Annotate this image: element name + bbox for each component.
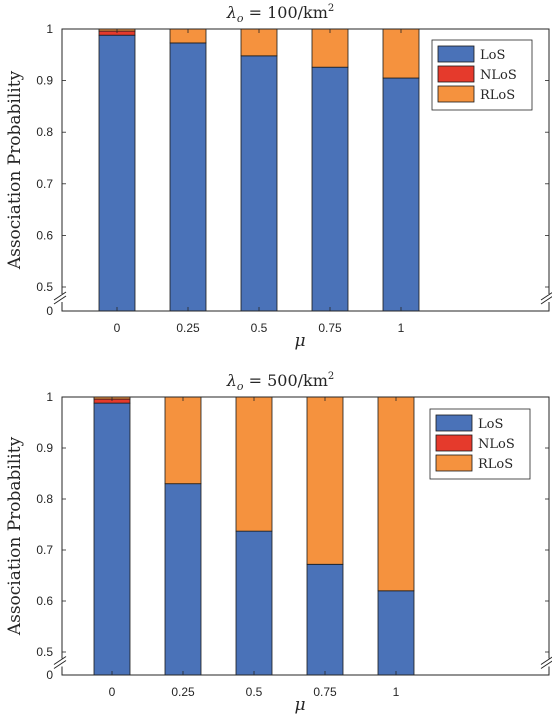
title-subscript: o xyxy=(237,380,244,393)
y-tick-label: 0.5 xyxy=(36,645,53,659)
legend-label-nlos: NLoS xyxy=(480,68,517,83)
x-tick-label: 0.5 xyxy=(246,685,263,699)
x-tick-label: 0.25 xyxy=(176,321,200,335)
y-tick-label: 0.9 xyxy=(36,74,53,88)
y-tick-label: 0.8 xyxy=(36,492,53,506)
bar-los-4 xyxy=(377,590,415,676)
x-tick-label: 0 xyxy=(109,685,116,699)
x-axis-label: μ xyxy=(294,331,305,351)
x-tick-label: 0.25 xyxy=(171,685,195,699)
title-superscript: 2 xyxy=(328,3,334,14)
bar-los-2 xyxy=(235,530,273,676)
chart-title: λo = 100/km2 xyxy=(226,3,335,25)
bar-los-3 xyxy=(311,66,349,312)
y-tick-label: 0.6 xyxy=(36,228,53,242)
y-tick-label: 0.8 xyxy=(36,125,53,139)
axis-break-mark xyxy=(540,656,552,665)
legend-swatch-nlos xyxy=(437,65,475,83)
bar-los-1 xyxy=(169,42,207,312)
x-axis-label: μ xyxy=(294,695,305,714)
y-axis-label: Association Probability xyxy=(5,70,25,270)
axis-break-gap xyxy=(542,294,552,302)
title-lambda: λ xyxy=(226,371,237,390)
legend: LoS NLoS RLoS xyxy=(429,408,531,480)
legend: LoS NLoS RLoS xyxy=(431,39,533,111)
y-axis-label: Association Probability xyxy=(5,436,25,636)
legend-swatch-rlos xyxy=(437,85,475,103)
axis-break-mark xyxy=(540,296,552,305)
plot-frame xyxy=(61,396,550,676)
x-tick-label: 1 xyxy=(398,321,405,335)
bar-rlos-1 xyxy=(164,396,202,485)
bar-los-0 xyxy=(93,402,131,676)
y-tick-label: 0.7 xyxy=(36,543,53,557)
x-tick-label: 1 xyxy=(393,685,400,699)
bar-rlos-3 xyxy=(311,28,349,68)
axis-break-mark xyxy=(53,656,67,665)
legend-label-nlos: NLoS xyxy=(478,437,515,452)
x-tick-label: 0.75 xyxy=(313,685,337,699)
legend-label-rlos: RLoS xyxy=(478,457,513,472)
chart-2: 0 0.25 0.5 0.75 1 0 0.5 0.6 0.7 0.8 0.9 1 λo = 500/k… xyxy=(5,371,552,714)
plot-frame xyxy=(61,28,550,312)
y-tick-label: 1 xyxy=(46,390,53,404)
y-tick-label: 1 xyxy=(46,22,53,36)
axis-break-mark xyxy=(53,660,67,669)
axis-break-gap xyxy=(542,658,552,667)
legend-label-rlos: RLoS xyxy=(480,88,515,103)
legend-swatch-los xyxy=(435,414,473,432)
y-tick-label: 0.7 xyxy=(36,177,53,191)
bar-rlos-4 xyxy=(377,396,415,592)
axis-break-mark xyxy=(53,291,67,301)
title-rest: = 500/km xyxy=(244,371,328,390)
chart-1: 0 0.25 0.5 0.75 1 0 0.5 0.6 0.7 0.8 0.9 1 λo = 100/k… xyxy=(5,3,552,351)
bar-los-1 xyxy=(164,483,202,676)
x-tick-label: 0 xyxy=(114,321,121,335)
legend-swatch-nlos xyxy=(435,434,473,452)
bar-rlos-3 xyxy=(306,396,344,565)
axis-break-mark xyxy=(540,292,552,301)
legend-label-los: LoS xyxy=(478,417,503,432)
axis-break-gap xyxy=(55,294,69,302)
y-tick-label: 0.6 xyxy=(36,594,53,608)
legend-label-los: LoS xyxy=(480,48,505,63)
bar-los-2 xyxy=(240,55,278,312)
bar-los-0 xyxy=(98,34,136,312)
legend-swatch-rlos xyxy=(435,454,473,472)
title-rest: = 100/km xyxy=(244,3,328,22)
bar-los-4 xyxy=(382,77,420,312)
bar-rlos-2 xyxy=(240,28,278,57)
bar-rlos-2 xyxy=(235,396,273,532)
axis-break-mark xyxy=(540,660,552,669)
bar-rlos-4 xyxy=(382,28,420,79)
bar-los-3 xyxy=(306,563,344,676)
title-subscript: o xyxy=(237,12,244,25)
title-lambda: λ xyxy=(226,3,237,22)
title-superscript: 2 xyxy=(328,371,334,382)
legend-swatch-los xyxy=(437,45,475,63)
y-tick-label: 0.9 xyxy=(36,441,53,455)
axis-break-mark xyxy=(53,295,67,305)
y-tick-label: 0.5 xyxy=(36,280,53,294)
x-tick-label: 0.75 xyxy=(318,321,342,335)
y-tick-label: 0 xyxy=(46,304,53,318)
x-tick-label: 0.5 xyxy=(251,321,268,335)
y-tick-label: 0 xyxy=(46,668,53,682)
chart-title: λo = 500/km2 xyxy=(226,371,335,393)
axis-break-gap xyxy=(55,658,69,667)
